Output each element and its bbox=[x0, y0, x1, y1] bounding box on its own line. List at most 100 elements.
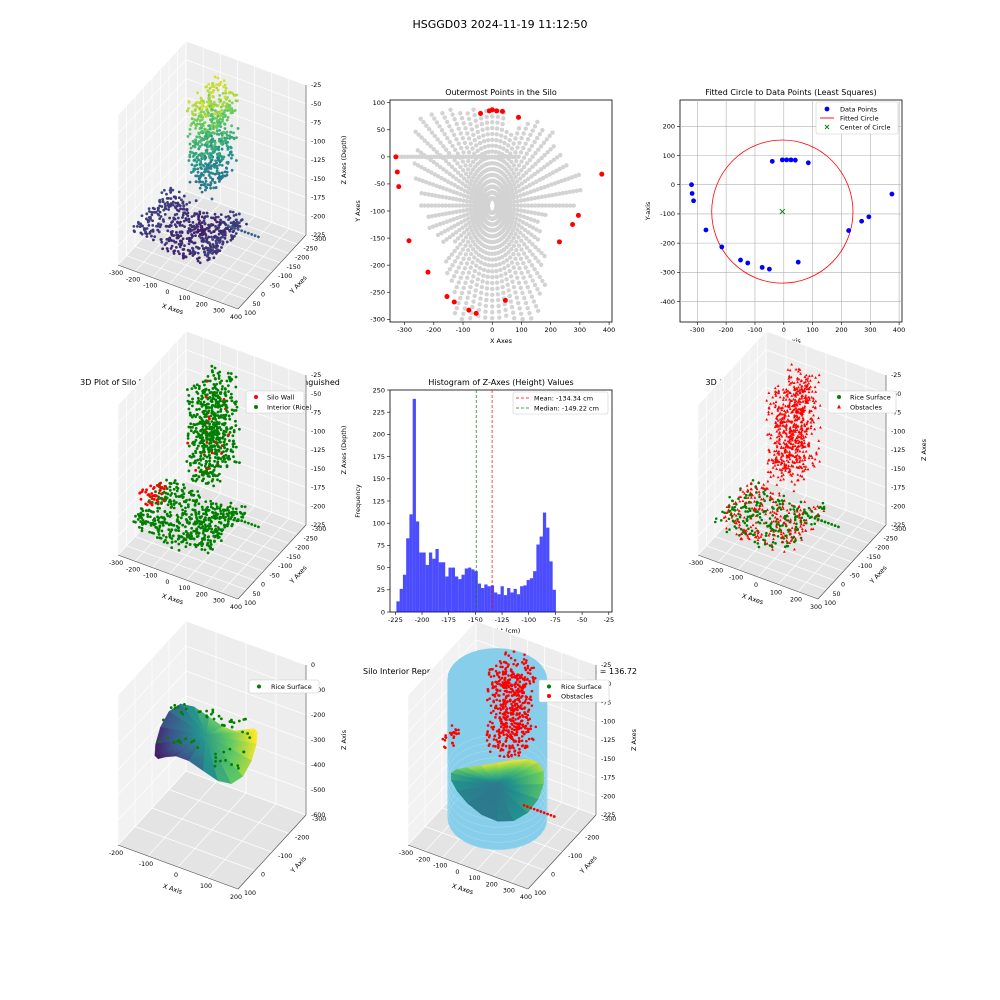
legend-label: Center of Circle bbox=[840, 124, 891, 132]
outermost-gray-point bbox=[454, 230, 459, 235]
point-cloud-point bbox=[202, 110, 206, 114]
outermost-gray-point bbox=[471, 185, 476, 190]
interior-rice-point bbox=[220, 528, 224, 532]
interior-rice-point bbox=[217, 376, 221, 380]
point-cloud-point bbox=[190, 240, 193, 244]
point-cloud-point bbox=[207, 124, 211, 128]
point-cloud-point bbox=[169, 203, 172, 206]
legend-label: Interior (Rice) bbox=[267, 404, 312, 412]
outermost-gray-point bbox=[512, 224, 517, 229]
plot6-ytick-label: -100 bbox=[858, 563, 872, 570]
point-cloud-point bbox=[197, 215, 200, 219]
outermost-gray-point bbox=[442, 115, 447, 120]
point-cloud-point bbox=[132, 224, 136, 228]
point-cloud-point bbox=[179, 207, 182, 211]
interior-rice-point bbox=[217, 422, 221, 426]
point-cloud-point bbox=[201, 102, 205, 106]
outermost-gray-point bbox=[452, 183, 457, 188]
point-cloud-point bbox=[197, 131, 201, 135]
interior-rice-point bbox=[206, 541, 210, 545]
interior-rice-point bbox=[207, 417, 211, 421]
interior-rice-point bbox=[213, 421, 216, 425]
outermost-gray-point bbox=[471, 175, 476, 180]
outermost-gray-point bbox=[521, 260, 526, 266]
rice-surface-point bbox=[793, 540, 796, 544]
outermost-gray-point bbox=[484, 297, 489, 303]
rice-surface-point bbox=[714, 517, 718, 520]
plot1-ytick-label: -50 bbox=[270, 282, 280, 289]
histogram-bar bbox=[533, 571, 537, 612]
outermost-gray-point bbox=[564, 203, 569, 208]
data-point bbox=[866, 214, 872, 220]
plot3-ytick-label: -300 bbox=[660, 269, 675, 277]
outermost-gray-point bbox=[550, 130, 555, 135]
point-cloud-point bbox=[215, 83, 218, 87]
point-cloud-point bbox=[167, 208, 171, 211]
outermost-gray-point bbox=[433, 193, 438, 198]
point-cloud-point bbox=[208, 127, 212, 130]
point-cloud-point bbox=[223, 122, 227, 126]
point-cloud-point bbox=[168, 216, 172, 220]
point-cloud-point bbox=[235, 218, 238, 222]
interior-rice-point bbox=[227, 390, 230, 393]
plot6-ytick-label: -50 bbox=[850, 572, 860, 579]
outermost-gray-point bbox=[448, 107, 453, 112]
rice-surface-point bbox=[782, 494, 786, 498]
interior-rice-point bbox=[224, 387, 227, 391]
point-cloud-point bbox=[229, 221, 233, 225]
outermost-gray-point bbox=[531, 299, 537, 304]
outermost-gray-point bbox=[518, 213, 523, 218]
point-cloud-point bbox=[218, 163, 222, 167]
outermost-gray-point bbox=[510, 192, 516, 197]
outermost-gray-point bbox=[511, 284, 517, 290]
point-cloud-point bbox=[187, 217, 191, 221]
interior-rice-point bbox=[219, 532, 223, 536]
point-cloud-point bbox=[187, 159, 191, 162]
point-cloud-point bbox=[216, 156, 219, 160]
interior-rice-point bbox=[168, 488, 172, 492]
legend-marker-wall bbox=[254, 395, 258, 399]
outermost-gray-point bbox=[518, 230, 523, 235]
rice-surface-point bbox=[772, 528, 775, 532]
interior-rice-point bbox=[197, 407, 201, 411]
outermost-gray-point bbox=[525, 215, 530, 221]
interior-rice-point bbox=[196, 520, 199, 524]
interior-rice-point bbox=[206, 420, 210, 423]
outermost-gray-point bbox=[576, 172, 582, 178]
outermost-gray-point bbox=[529, 143, 535, 149]
data-point bbox=[719, 244, 725, 250]
outermost-gray-point bbox=[534, 179, 539, 184]
point-cloud-point bbox=[219, 125, 223, 128]
silo-wall-point bbox=[148, 500, 152, 504]
point-cloud-point bbox=[200, 97, 203, 101]
point-cloud-point bbox=[219, 80, 223, 84]
point-cloud-point bbox=[165, 197, 169, 200]
outermost-gray-point bbox=[550, 170, 556, 175]
interior-rice-point bbox=[203, 528, 206, 532]
interior-rice-point bbox=[194, 468, 198, 472]
interior-rice-point bbox=[205, 455, 209, 459]
outermost-gray-point bbox=[517, 188, 522, 193]
point-cloud-point bbox=[167, 239, 171, 243]
outermost-gray-point bbox=[510, 178, 515, 183]
interior-rice-point bbox=[217, 416, 221, 420]
point-cloud-point bbox=[209, 99, 213, 103]
outermost-gray-point bbox=[490, 275, 495, 280]
outermost-gray-point bbox=[468, 243, 473, 248]
interior-rice-point bbox=[201, 425, 205, 428]
point-cloud-point bbox=[201, 247, 205, 250]
point-cloud-point bbox=[153, 235, 157, 239]
interior-rice-point bbox=[205, 402, 209, 406]
interior-rice-point bbox=[158, 506, 162, 510]
outermost-gray-point bbox=[527, 239, 532, 244]
interior-rice-point bbox=[211, 391, 215, 395]
outermost-gray-point bbox=[519, 247, 524, 252]
point-cloud-point bbox=[243, 230, 247, 234]
outermost-gray-point bbox=[484, 292, 489, 297]
point-cloud-point bbox=[174, 201, 178, 205]
outermost-gray-point bbox=[514, 247, 519, 253]
outermost-gray-point bbox=[525, 209, 531, 215]
interior-rice-point bbox=[225, 464, 229, 468]
interior-rice-point bbox=[238, 510, 242, 514]
point-cloud-point bbox=[192, 214, 196, 217]
